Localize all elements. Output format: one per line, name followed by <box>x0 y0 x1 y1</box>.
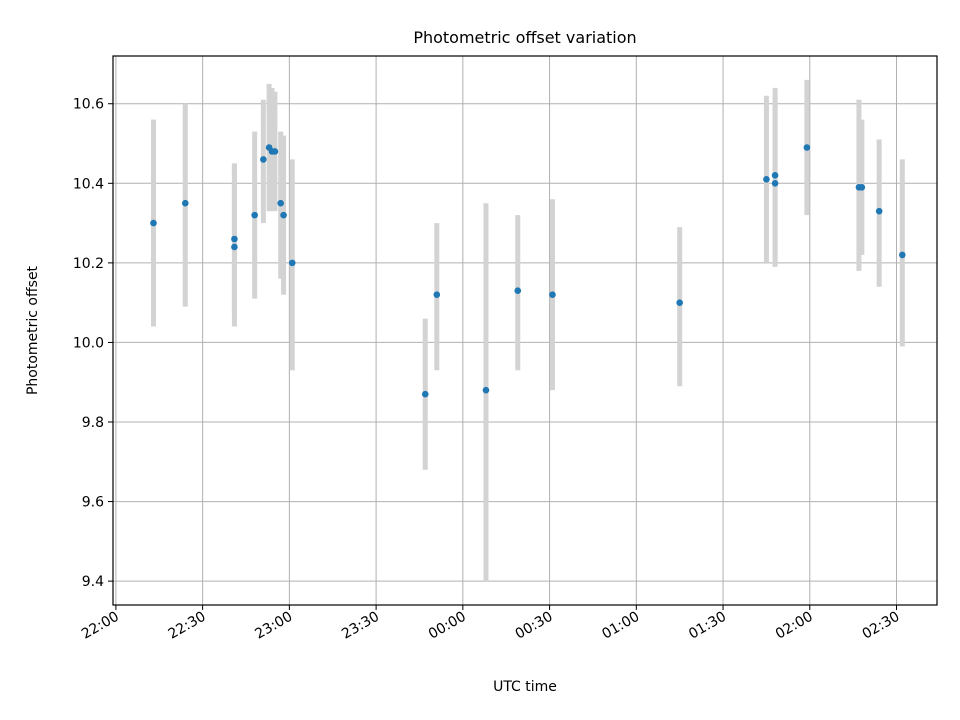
data-point <box>271 148 279 155</box>
data-point <box>150 219 157 227</box>
y-axis-label: Photometric offset <box>25 265 41 395</box>
chart-title: Photometric offset variation <box>413 28 636 47</box>
y-tick-label: 10.0 <box>73 335 104 351</box>
data-point <box>231 235 238 243</box>
grid <box>113 56 937 605</box>
data-point <box>280 211 287 219</box>
y-tick-label: 9.8 <box>82 415 104 431</box>
data-point <box>771 180 779 187</box>
data-point <box>433 291 441 298</box>
y-tick-label: 10.2 <box>73 256 104 272</box>
data-point <box>771 172 779 179</box>
y-tick-label: 9.4 <box>82 574 104 590</box>
data-point <box>231 243 238 251</box>
data-point <box>251 211 258 219</box>
x-axis-label: UTC time <box>493 679 557 695</box>
data-point <box>421 390 429 398</box>
data-point <box>875 207 883 215</box>
data-point <box>277 199 284 207</box>
data-point <box>482 386 490 394</box>
data-point <box>763 176 770 183</box>
y-tick-label: 9.6 <box>82 495 104 511</box>
y-tick-label: 10.4 <box>73 176 104 192</box>
data-point <box>676 299 683 306</box>
data-point <box>260 156 267 163</box>
y-tick-label: 10.6 <box>73 97 104 113</box>
data-point <box>181 199 189 207</box>
y-axis-ticks: 9.4 9.6 9.8 10.0 10.2 10.4 10.6 <box>73 97 113 590</box>
data-point <box>899 251 906 259</box>
data-point <box>288 259 296 267</box>
data-point <box>803 144 811 151</box>
data-points <box>150 144 906 398</box>
plot-frame <box>112 55 938 606</box>
data-point <box>858 183 866 191</box>
data-point <box>549 291 556 298</box>
data-point <box>514 287 522 295</box>
